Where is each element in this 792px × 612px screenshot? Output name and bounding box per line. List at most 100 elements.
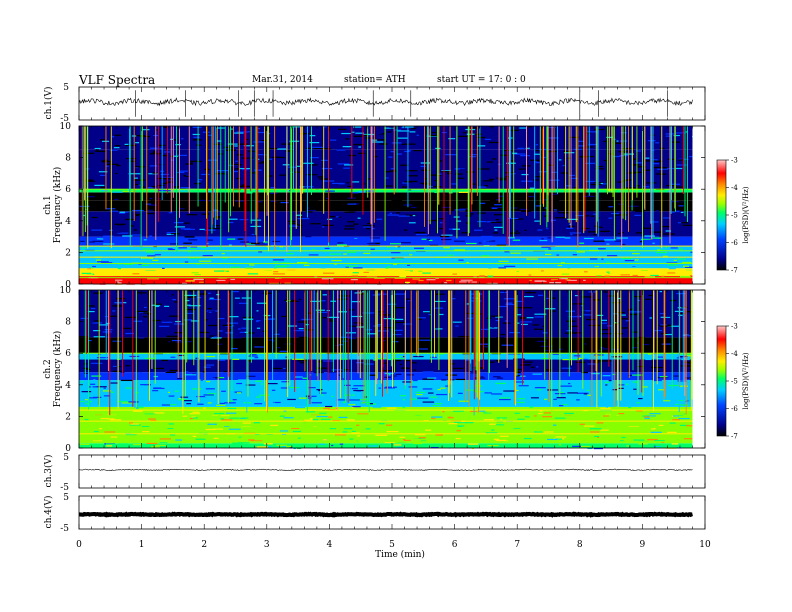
ch2-spec-speckle xyxy=(159,438,172,440)
ch2-spec-sferic xyxy=(246,290,248,413)
ch1-spec-speckle xyxy=(170,233,180,235)
ch2-spec-speckle xyxy=(209,335,216,337)
ch2-spec-speckle xyxy=(338,374,341,376)
ch1-spec-speckle xyxy=(534,153,540,155)
ch2-spec-speckle xyxy=(538,413,543,415)
ch1-spec-speckle xyxy=(337,163,350,165)
ch1-spec-speckle xyxy=(430,174,442,176)
ch2-spec-speckle xyxy=(110,419,122,421)
ch1-spec-speckle xyxy=(130,225,134,227)
ch2-spec-sferic xyxy=(350,290,352,398)
ch2-spec-speckle xyxy=(144,413,156,415)
ch2-spec-speckle xyxy=(174,323,185,325)
ch1-spec-speckle xyxy=(266,246,270,248)
ch2-spec-speckle xyxy=(83,372,89,374)
ch1-spec-sferic xyxy=(542,126,543,204)
ch1-spec-speckle xyxy=(160,173,169,176)
ch1-spec-speckle xyxy=(343,253,347,255)
ch1-spec-sferic xyxy=(449,126,451,215)
ch2-spec-speckle xyxy=(560,391,565,394)
ch1-spec-speckle xyxy=(358,168,371,170)
ch1-spec-speckle xyxy=(177,201,189,203)
ch1-spec-speckle xyxy=(598,226,603,228)
ch2-spec-sferic xyxy=(304,290,306,372)
ch2-spec-speckle xyxy=(529,406,534,408)
ch2-spec-speckle xyxy=(372,294,380,296)
ch1-spec-speckle xyxy=(141,129,150,131)
ch2-spec-speckle xyxy=(189,413,201,415)
ch2-spec-speckle xyxy=(305,411,315,413)
ch2-spec-speckle xyxy=(353,322,362,324)
ch1-spec-speckle xyxy=(270,200,277,202)
ch1-spec-speckle xyxy=(306,209,317,212)
ch2-spec-speckle xyxy=(92,322,103,324)
ch2-spec-sferic xyxy=(107,290,109,372)
ch2-spec-speckle xyxy=(183,319,193,321)
ch1-spec-speckle xyxy=(606,201,612,203)
ch1-spec-speckle xyxy=(174,226,185,228)
ch2-spec-speckle xyxy=(142,431,150,433)
ch1-spec-speckle xyxy=(199,199,209,202)
ch1-spec-speckle xyxy=(225,270,229,272)
ch2-spec-speckle xyxy=(228,400,234,402)
ch1-spec-sferic xyxy=(328,126,330,243)
ch2-spec-speckle xyxy=(356,435,361,437)
ch1-spec-speckle xyxy=(485,240,496,242)
ch2-spec-speckle xyxy=(93,292,103,294)
ch2-spec-speckle xyxy=(339,340,348,342)
ch1-spec-sferic xyxy=(307,126,308,218)
ch1-spec-speckle xyxy=(545,253,552,256)
ch2-spec-speckle xyxy=(645,436,656,438)
ch2-spec-speckle xyxy=(361,401,371,404)
ch1-spec-speckle xyxy=(397,130,410,132)
ch1-spec-sferic xyxy=(257,126,259,218)
ch2-spec-speckle xyxy=(319,443,326,445)
ch2-spec-speckle xyxy=(199,347,206,349)
ch2-spec-speckle xyxy=(365,403,377,405)
ch1-spec-speckle xyxy=(135,213,141,216)
ch2-spec-speckle xyxy=(254,346,265,348)
time-tick-label: 9 xyxy=(640,540,646,550)
ch2-spec-sferic xyxy=(342,290,344,379)
ch2-spec-speckle xyxy=(250,382,260,384)
ch1-spec-speckle xyxy=(367,222,373,225)
ch1-spec-speckle xyxy=(489,126,494,128)
ch2-spec-speckle xyxy=(496,417,507,419)
ch2-spec-speckle xyxy=(220,414,230,417)
ch2-spec-speckle xyxy=(558,384,566,386)
ch2-spec-sferic xyxy=(309,290,311,405)
ch2-spec-speckle xyxy=(98,295,108,297)
ch1-spec-speckle xyxy=(420,165,426,168)
ch2-spec-speckle xyxy=(514,307,526,309)
ch2-spec-speckle xyxy=(110,382,119,384)
ch1-spec-speckle xyxy=(151,186,158,188)
ch2-spec-speckle xyxy=(488,361,495,363)
ch2-spec-sferic xyxy=(483,290,484,370)
ch1-spec-speckle xyxy=(403,229,408,231)
ch1-spec-speckle xyxy=(682,261,692,264)
ch2-spec-speckle xyxy=(394,375,397,377)
ch1-spec-speckle xyxy=(171,159,175,161)
ch1-spec-speckle xyxy=(462,242,472,244)
ch2-spec-sferic xyxy=(473,290,475,400)
ch2-spec-speckle xyxy=(659,374,672,376)
ch2-spec-speckle xyxy=(331,369,343,371)
ch1-spec-speckle xyxy=(524,229,527,231)
ch2-spec-speckle xyxy=(197,403,204,405)
ch2-spec-sferic xyxy=(596,290,598,408)
ch1-spec-speckle xyxy=(357,190,364,193)
ch2-spec-speckle xyxy=(255,433,260,435)
ch2-spec-speckle xyxy=(338,301,350,304)
ch2-spec-speckle xyxy=(355,398,367,401)
ch1-spec-speckle xyxy=(199,228,206,231)
ch2-spec-speckle xyxy=(496,421,504,423)
ch1-spec-speckle xyxy=(674,132,686,134)
ch1-spec-speckle xyxy=(668,268,676,270)
ch1-spec-speckle xyxy=(113,147,120,149)
ch1-spec-speckle xyxy=(617,181,622,183)
ch1-spec-speckle xyxy=(196,144,202,146)
ch1-spec-speckle xyxy=(310,164,318,166)
ch2-spec-speckle xyxy=(568,382,571,385)
ch1-spec-sferic xyxy=(652,126,654,237)
ch1-spec-sferic xyxy=(351,126,353,199)
